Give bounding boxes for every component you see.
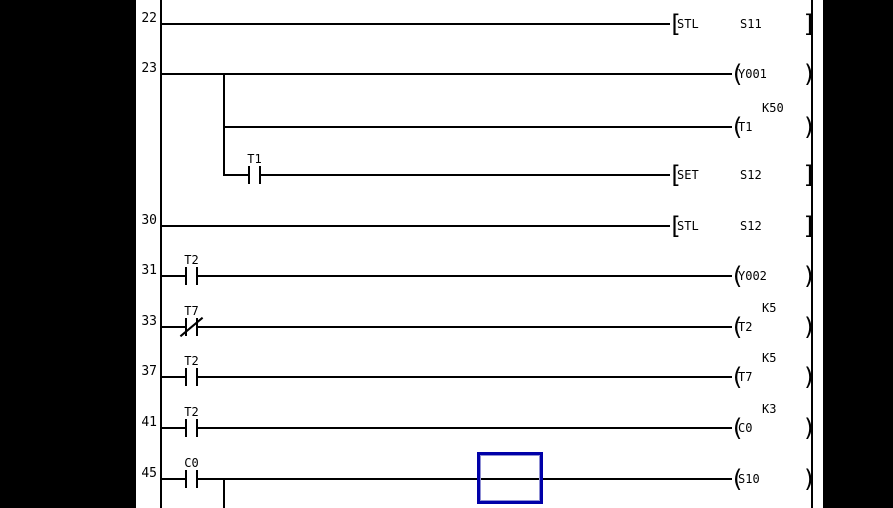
- rung-line: [160, 275, 732, 277]
- step-number: 37: [141, 364, 157, 379]
- step-number: 45: [141, 466, 157, 481]
- contact-device-label: T7: [184, 304, 199, 318]
- coil-close-paren: ): [802, 313, 817, 341]
- contact-device-label: T2: [184, 354, 199, 368]
- contact-device-label: T1: [247, 152, 262, 166]
- step-number: 41: [141, 415, 157, 430]
- coil-open-paren: (: [730, 113, 745, 141]
- contact-bar-left: [185, 318, 187, 336]
- coil-open-paren: (: [730, 313, 745, 341]
- left-power-rail: [160, 0, 162, 508]
- coil-device-label: Y001: [738, 67, 767, 81]
- contact-bar-right: [259, 166, 261, 184]
- coil-device-label: T7: [738, 370, 753, 384]
- step-number: 33: [141, 314, 157, 329]
- contact-bar-left: [185, 368, 187, 386]
- coil-close-paren: ): [802, 363, 817, 391]
- branch-line: [223, 478, 225, 508]
- coil-device-label: S10: [738, 472, 760, 486]
- coil-close-paren: ): [802, 113, 817, 141]
- right-power-rail: [811, 0, 813, 508]
- coil-open-paren: (: [730, 262, 745, 290]
- coil-close-paren: ): [802, 60, 817, 88]
- contact-bar-left: [185, 267, 187, 285]
- rung-line: [160, 326, 732, 328]
- step-number: 30: [141, 213, 157, 228]
- rung-line: [223, 174, 670, 176]
- contact-bar-left: [185, 470, 187, 488]
- contact-bar-right: [196, 267, 198, 285]
- coil-open-paren: (: [730, 414, 745, 442]
- instruction-operand: S12: [740, 219, 762, 233]
- contact-bar-left: [248, 166, 250, 184]
- contact-bar-right: [196, 470, 198, 488]
- coil-close-paren: ): [802, 262, 817, 290]
- contact-device-label: T2: [184, 405, 199, 419]
- contact-bar-left: [185, 419, 187, 437]
- contact-bar-right: [196, 368, 198, 386]
- instruction-close-bracket: ]: [802, 10, 817, 38]
- instruction-open-bracket: [: [668, 161, 683, 189]
- edit-cursor[interactable]: [478, 453, 542, 503]
- contact-no[interactable]: [185, 368, 198, 386]
- rung-line: [160, 376, 732, 378]
- contact-nc[interactable]: [179, 316, 204, 338]
- step-number: 31: [141, 263, 157, 278]
- instruction-open-bracket: [: [668, 10, 683, 38]
- contact-no[interactable]: [248, 166, 261, 184]
- instruction-opcode: SET: [677, 168, 699, 182]
- instruction-close-bracket: ]: [802, 161, 817, 189]
- coil-device-label: T2: [738, 320, 753, 334]
- contact-no[interactable]: [185, 470, 198, 488]
- rung-line: [160, 73, 732, 75]
- ladder-editor-canvas[interactable]: 22[STL S11] 23(Y001)(T1) K50 T1[SET S12] 30[ST…: [136, 0, 823, 508]
- contact-device-label: T2: [184, 253, 199, 267]
- coil-device-label: C0: [738, 421, 753, 435]
- contact-no[interactable]: [185, 267, 198, 285]
- coil-close-paren: ): [802, 414, 817, 442]
- coil-close-paren: ): [802, 465, 817, 493]
- coil-constant-label: K3: [762, 402, 777, 416]
- coil-device-label: Y002: [738, 269, 767, 283]
- coil-constant-label: K5: [762, 301, 777, 315]
- instruction-close-bracket: ]: [802, 212, 817, 240]
- instruction-opcode: STL: [677, 219, 699, 233]
- coil-open-paren: (: [730, 60, 745, 88]
- branch-line: [223, 73, 225, 176]
- rung-line: [160, 427, 732, 429]
- step-number: 22: [141, 11, 157, 26]
- instruction-operand: S11: [740, 17, 762, 31]
- rung-line: [160, 478, 732, 480]
- contact-no[interactable]: [185, 419, 198, 437]
- rung-line: [160, 225, 670, 227]
- instruction-open-bracket: [: [668, 212, 683, 240]
- coil-open-paren: (: [730, 363, 745, 391]
- coil-open-paren: (: [730, 465, 745, 493]
- rung-line: [160, 23, 670, 25]
- contact-bar-right: [196, 419, 198, 437]
- coil-device-label: T1: [738, 120, 753, 134]
- coil-constant-label: K50: [762, 101, 784, 115]
- step-number: 23: [141, 61, 157, 76]
- contact-bar-right: [196, 318, 198, 336]
- coil-constant-label: K5: [762, 351, 777, 365]
- instruction-operand: S12: [740, 168, 762, 182]
- contact-device-label: C0: [184, 456, 199, 470]
- instruction-opcode: STL: [677, 17, 699, 31]
- rung-line: [223, 126, 732, 128]
